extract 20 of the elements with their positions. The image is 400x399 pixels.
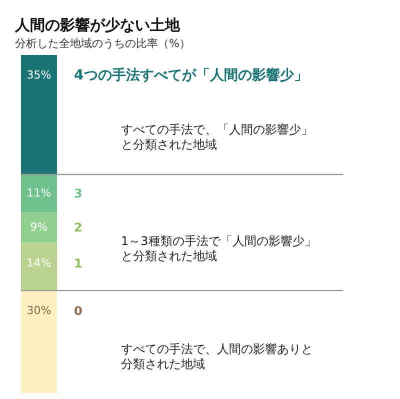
text: すべての手法で、「人間の影響少」と分類された地域 — [121, 122, 313, 152]
text: すべての手法で、人間の影響ありと分類された地域 — [121, 342, 313, 372]
bar — [21, 212, 58, 243]
data-label: 14% — [26, 256, 52, 270]
bar — [21, 55, 58, 174]
data-label: 30% — [26, 304, 52, 318]
series-label: 3 — [74, 186, 82, 200]
text: 人間の影響が少ない土地 — [14, 16, 181, 34]
series-label: 4つの手法すべてが「人間の影響少」 — [74, 66, 308, 84]
bar — [21, 174, 58, 212]
text: 分析した全地域のうちの比率（%） — [15, 37, 190, 50]
data-label: 35% — [26, 68, 52, 82]
bar — [21, 290, 58, 393]
data-label: 9% — [30, 220, 48, 234]
text: 1～3種類の手法で「人間の影響少」と分類された地域 — [121, 234, 316, 263]
series-label: 1 — [74, 256, 82, 270]
series-label: 0 — [74, 304, 82, 318]
data-label: 11% — [26, 186, 52, 200]
bar — [21, 242, 58, 291]
series-label: 2 — [74, 220, 82, 234]
